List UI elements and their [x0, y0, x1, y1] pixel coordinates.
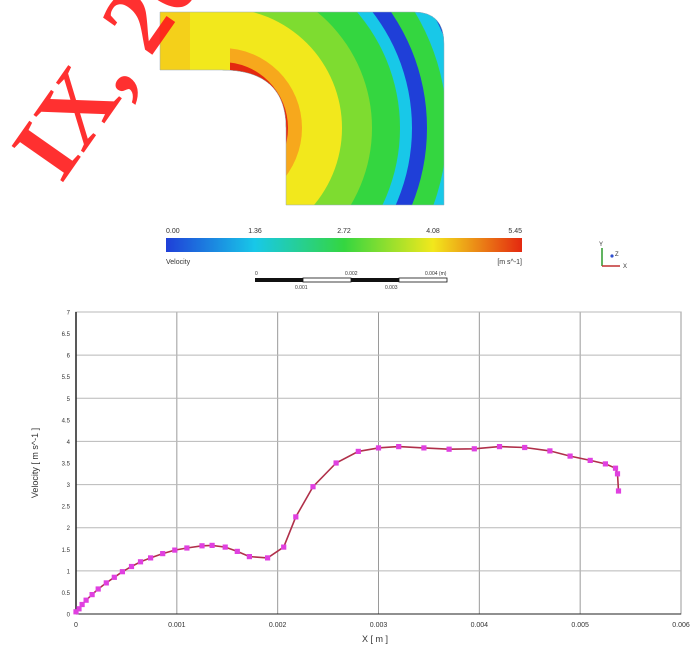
- colorbar-title: Velocity: [166, 259, 191, 266]
- velocity-series-line: [75, 445, 620, 613]
- data-point: [615, 488, 622, 494]
- colorbar-tick-label: 5.45: [508, 228, 522, 235]
- x-tick-label: 0.004: [471, 622, 489, 629]
- y-tick-label: 5: [67, 397, 71, 403]
- scale-label-0: 0: [255, 271, 258, 277]
- data-point: [95, 586, 101, 592]
- axis-triad: Y Z X: [599, 242, 627, 270]
- y-tick-label: 2.5: [62, 505, 71, 511]
- colorbar-gradient: [166, 238, 522, 252]
- x-tick-label: 0.001: [168, 622, 186, 629]
- data-point: [137, 559, 144, 565]
- data-point: [310, 484, 316, 490]
- data-point: [111, 574, 117, 580]
- y-tick-label: 1.5: [62, 548, 71, 554]
- data-point: [234, 548, 240, 554]
- y-tick-label: 6.5: [62, 332, 71, 338]
- colorbar: 0.00 1.36 2.72 4.08 5.45 Velocity [m s^-1]: [166, 228, 522, 266]
- colorbar-unit: [m s^-1]: [497, 259, 522, 266]
- x-tick-label: 0.002: [269, 622, 287, 629]
- colorbar-tick-label: 2.72: [337, 228, 351, 235]
- data-point: [199, 543, 205, 549]
- x-tick-label: 0.005: [571, 622, 589, 629]
- triad-y: Y: [599, 242, 603, 248]
- y-tick-label: 7: [67, 311, 71, 317]
- data-point: [89, 592, 95, 598]
- colorbar-tick-label: 0.00: [166, 228, 180, 235]
- data-point: [73, 609, 79, 615]
- data-point: [119, 569, 125, 575]
- x-axis-label: X [ m ]: [362, 634, 388, 644]
- data-point: [281, 544, 287, 550]
- data-point: [396, 444, 402, 450]
- y-tick-label: 0: [67, 613, 71, 619]
- scale-label-1: 0.002: [345, 271, 358, 277]
- colorbar-tick-label: 4.08: [426, 228, 440, 235]
- triad-x: X: [623, 264, 627, 270]
- data-point: [160, 551, 166, 557]
- data-point: [355, 448, 361, 454]
- data-point: [496, 444, 503, 450]
- data-point: [547, 448, 553, 454]
- y-axis-label: Velocity [ m s^-1 ]: [30, 428, 40, 498]
- data-point: [246, 554, 252, 560]
- data-point: [76, 606, 82, 612]
- colorbar-tick-label: 1.36: [248, 228, 262, 235]
- data-point: [567, 453, 573, 459]
- x-tick-label: 0.006: [672, 622, 690, 629]
- data-point: [293, 514, 299, 520]
- y-tick-label: 3.5: [62, 462, 71, 468]
- scale-bar: 0 0.002 0.004 (m) 0.001 0.003: [255, 271, 448, 291]
- data-point: [103, 580, 109, 586]
- data-point: [612, 465, 619, 471]
- y-tick-label: 1: [67, 569, 71, 575]
- scale-sublabel-1: 0.003: [385, 285, 398, 291]
- x-tick-label: 0: [74, 622, 78, 629]
- data-point: [587, 457, 593, 463]
- colorbar-ticks: 0.00 1.36 2.72 4.08 5.45: [166, 228, 522, 235]
- data-point: [128, 563, 135, 570]
- y-tick-label: 3: [67, 483, 71, 489]
- y-tick-label: 6: [67, 354, 71, 360]
- x-tick-label: 0.003: [370, 622, 388, 629]
- data-point: [446, 446, 452, 452]
- y-tick-label: 4.5: [62, 418, 71, 424]
- data-point: [79, 601, 85, 608]
- scale-label-2: 0.004 (m): [425, 271, 447, 277]
- y-tick-labels: 0 0.5 1 1.5 2 2.5 3 3.5 4 4.5 5 5.5 6 6.5 7: [62, 311, 71, 619]
- velocity-series-markers: [73, 444, 622, 615]
- triad-z: Z: [615, 252, 619, 258]
- data-point: [83, 597, 89, 603]
- line-chart: 0 0.001 0.002 0.003 0.004 0.005 0.006 0 0.5 1 1.5…: [30, 311, 690, 645]
- data-point: [333, 460, 339, 466]
- data-point: [375, 445, 382, 451]
- data-point: [265, 555, 271, 561]
- data-point: [471, 446, 477, 452]
- gridlines: [76, 311, 682, 614]
- data-point: [148, 555, 154, 561]
- data-point: [614, 471, 621, 477]
- data-point: [421, 445, 427, 451]
- data-point: [184, 545, 190, 551]
- y-tick-label: 5.5: [62, 375, 71, 381]
- data-point: [602, 461, 608, 467]
- scale-sublabel-0: 0.001: [295, 285, 308, 291]
- data-point: [522, 444, 528, 451]
- x-tick-labels: 0 0.001 0.002 0.003 0.004 0.005 0.006: [74, 622, 690, 629]
- data-point: [172, 547, 178, 553]
- data-point: [209, 542, 215, 548]
- data-point: [222, 544, 228, 550]
- y-tick-label: 0.5: [62, 591, 71, 597]
- y-tick-label: 2: [67, 526, 71, 532]
- watermark: IX, 20: [0, 0, 222, 197]
- y-tick-label: 4: [67, 440, 71, 446]
